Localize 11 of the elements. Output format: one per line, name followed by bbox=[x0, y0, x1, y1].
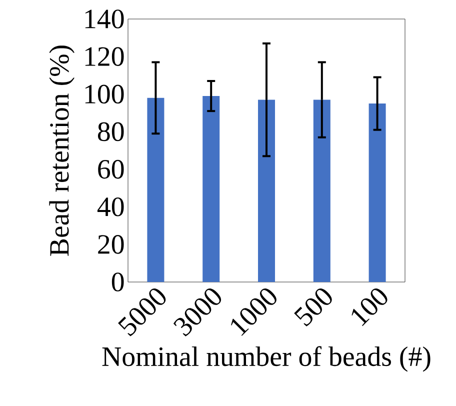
y-axis-title: Bead retention (%) bbox=[49, 46, 74, 256]
y-tick-label: 80 bbox=[98, 122, 124, 142]
y-tick-label: 100 bbox=[85, 84, 124, 104]
y-tick-label: 40 bbox=[97, 197, 124, 216]
y-tick-label: 140 bbox=[85, 10, 124, 28]
y-tick-label: 20 bbox=[98, 235, 124, 254]
y-tick-label: 120 bbox=[85, 47, 124, 66]
x-axis-title: Nominal number of beads (#) bbox=[102, 346, 430, 372]
x-tick-label: 500 bbox=[294, 288, 332, 326]
y-tick-label: 60 bbox=[98, 160, 124, 179]
x-tick-label: 100 bbox=[352, 288, 388, 326]
